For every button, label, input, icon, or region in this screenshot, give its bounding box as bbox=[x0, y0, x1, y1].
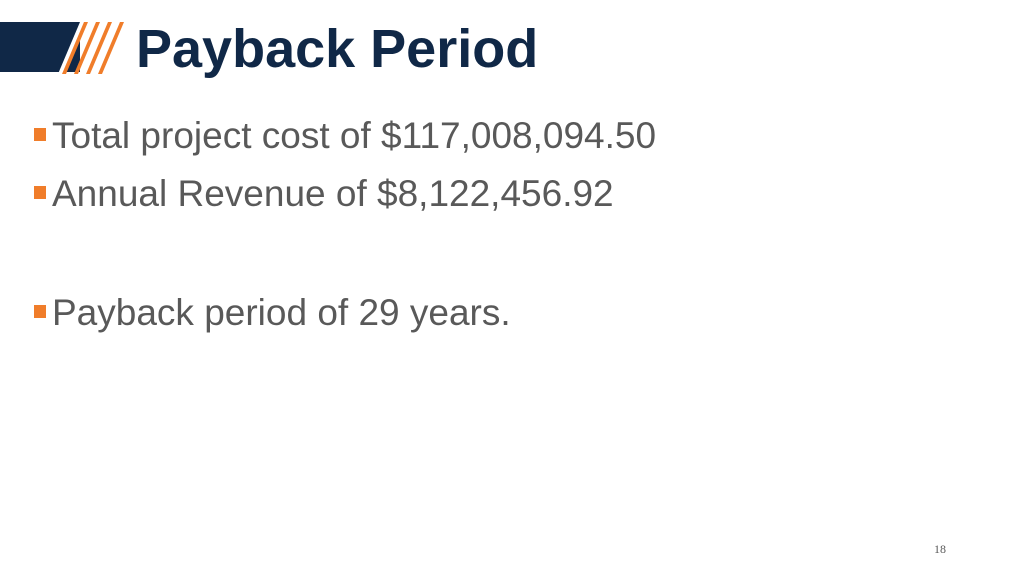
slide-title: Payback Period bbox=[136, 19, 539, 79]
bullet-text: Annual Revenue of $8,122,456.92 bbox=[52, 173, 614, 214]
bullet-marker-icon bbox=[34, 128, 46, 141]
bullet-text: Payback period of 29 years. bbox=[52, 292, 511, 333]
bullet-text: Total project cost of $117,008,094.50 bbox=[52, 115, 657, 156]
page-number: 18 bbox=[934, 542, 946, 556]
bullet-marker-icon bbox=[34, 305, 46, 318]
diagonal-stripes-icon bbox=[58, 22, 124, 74]
bullet-marker-icon bbox=[34, 186, 46, 199]
